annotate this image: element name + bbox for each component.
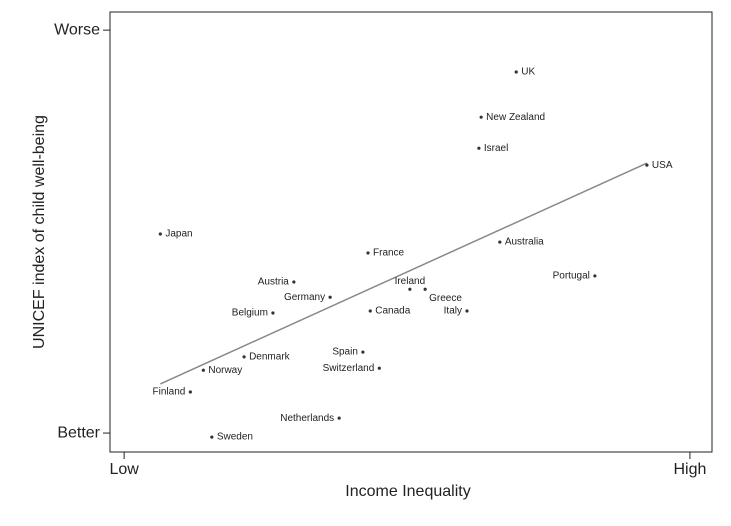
point xyxy=(377,366,381,370)
point-label: Sweden xyxy=(217,432,253,443)
point-label: Denmark xyxy=(249,352,291,363)
point-label: Finland xyxy=(153,387,186,398)
point-label: Ireland xyxy=(395,276,426,287)
point-label: Austria xyxy=(258,277,290,288)
point xyxy=(477,146,481,150)
point xyxy=(498,240,502,244)
y-tick-label: Better xyxy=(57,424,100,441)
point xyxy=(292,280,296,284)
point xyxy=(479,115,483,119)
point xyxy=(271,311,275,315)
point xyxy=(514,70,518,74)
x-axis-title: Income Inequality xyxy=(345,483,470,500)
point-label: Spain xyxy=(332,347,358,358)
point xyxy=(188,390,192,394)
point-label: New Zealand xyxy=(486,112,545,123)
point-label: Belgium xyxy=(232,308,268,319)
point-label: Portugal xyxy=(553,271,590,282)
point-label: Greece xyxy=(429,293,462,304)
point xyxy=(328,295,332,299)
point xyxy=(366,251,370,255)
point xyxy=(368,309,372,313)
point xyxy=(645,163,649,167)
point-label: Switzerland xyxy=(323,363,375,374)
point-label: Germany xyxy=(284,292,325,303)
point xyxy=(337,416,341,420)
y-axis-title: UNICEF index of child well-being xyxy=(31,115,48,349)
point xyxy=(210,435,214,439)
point-label: Italy xyxy=(444,306,462,317)
point-label: Israel xyxy=(484,143,508,154)
point xyxy=(593,274,597,278)
point-label: Japan xyxy=(165,229,192,240)
point xyxy=(423,287,427,291)
point-label: Australia xyxy=(505,237,544,248)
point-label: Norway xyxy=(208,365,242,376)
point xyxy=(242,355,246,359)
point xyxy=(158,232,162,236)
point xyxy=(361,350,365,354)
point xyxy=(201,368,205,372)
x-tick-label: Low xyxy=(109,461,139,478)
point-label: UK xyxy=(521,67,535,78)
point-label: USA xyxy=(652,160,673,171)
trend-line xyxy=(160,162,648,385)
point-label: Canada xyxy=(375,306,410,317)
point-label: France xyxy=(373,248,405,259)
x-tick-label: High xyxy=(673,461,706,478)
point xyxy=(408,287,412,291)
y-tick-label: Worse xyxy=(54,21,100,38)
point-label: Netherlands xyxy=(280,413,334,424)
point xyxy=(465,309,469,313)
plot-frame xyxy=(109,11,713,453)
